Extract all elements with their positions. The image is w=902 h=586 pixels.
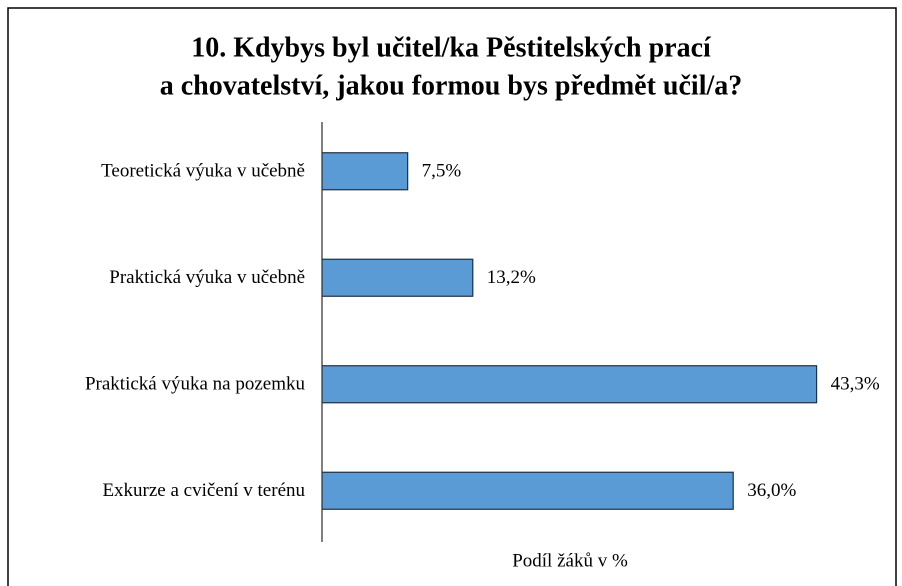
y-tick-label: Teoretická výuka v učebně [101, 161, 305, 182]
x-axis-label: Podíl žáků v % [512, 550, 628, 571]
chart-title: 10. Kdybys byl učitel/ka Pěstitelských p… [191, 32, 712, 63]
y-tick-label: Exkurze a cvičení v terénu [102, 480, 305, 501]
bar [321, 258, 474, 297]
value-label: 7,5% [422, 161, 462, 182]
value-label: 13,2% [487, 267, 536, 288]
chart-title: a chovatelství, jakou formou bys předmět… [160, 70, 743, 101]
chart-frame [7, 7, 897, 586]
value-label: 43,3% [831, 374, 880, 395]
bar [321, 471, 734, 510]
y-tick-label: Praktická výuka v učebně [109, 267, 305, 288]
bar [321, 152, 409, 191]
bar [321, 365, 818, 404]
value-label: 36,0% [747, 480, 796, 501]
y-tick-label: Praktická výuka na pozemku [85, 374, 306, 395]
